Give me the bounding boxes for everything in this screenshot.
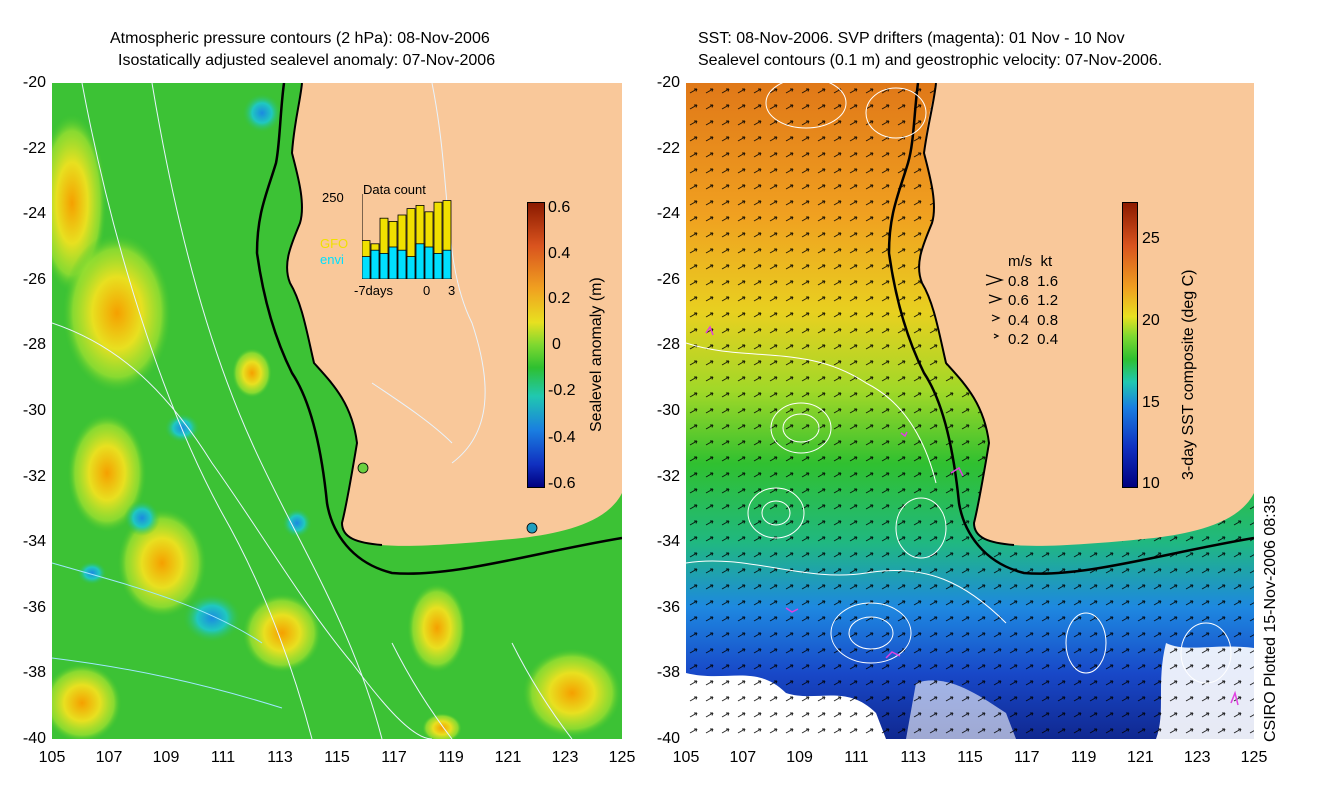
lat-tick-left: -26: [22, 270, 46, 288]
lat-tick-left: -24: [22, 205, 46, 223]
sst-cb-tick-3: 10: [1142, 475, 1160, 492]
lat-tick-left: -20: [22, 74, 46, 91]
inset-bar-envi: [424, 246, 434, 279]
inset-bar-gfo: [406, 208, 416, 279]
lon-tick-right: 121: [1127, 749, 1154, 766]
inset-bars: [362, 194, 452, 279]
inset-bar-gfo: [433, 201, 443, 279]
sealevel-cb-tick-4: -0.2: [548, 382, 576, 399]
lon-tick-left: 123: [551, 749, 579, 766]
inset-bar-envi: [406, 256, 416, 279]
lat-tick-right: -22: [656, 139, 680, 157]
lon-tick-right: 105: [672, 749, 700, 766]
sealevel-cb-tick-3: 0: [552, 336, 561, 353]
lat-tick-right: -28: [656, 336, 680, 354]
inset-xlabel-start: -7days: [354, 283, 394, 298]
lon-tick-right: 107: [729, 749, 757, 766]
lon-tick-right: 111: [844, 749, 869, 766]
sealevel-map-svg: [52, 83, 622, 739]
lon-tick-left: 113: [267, 749, 293, 766]
lat-tick-right: -40: [656, 730, 680, 747]
inset-bar-gfo: [442, 200, 452, 279]
lat-tick-left: -40: [22, 730, 46, 747]
velocity-legend-arrows: [985, 274, 1005, 339]
lat-tick-left: -38: [22, 664, 46, 682]
lon-tick-left: 125: [608, 749, 636, 766]
lat-tick-left: -30: [22, 402, 46, 419]
inset-xlabel-end: 3: [448, 283, 456, 298]
sealevel-cb-tick-1: 0.4: [548, 245, 571, 262]
right-title-line2: Sealevel contours (0.1 m) and geostrophi…: [698, 52, 1163, 69]
lat-tick-right: -34: [656, 533, 680, 551]
sst-cb-tick-0: 25: [1142, 230, 1160, 247]
lat-tick-right: -38: [656, 664, 680, 682]
sealevel-cb-tick-2: 0.2: [548, 290, 571, 307]
lon-tick-left: 117: [381, 749, 407, 766]
lon-tick-right: 113: [900, 749, 926, 766]
lat-tick-left: -32: [22, 467, 46, 485]
inset-bar-envi: [362, 256, 371, 279]
lat-tick-right: -20: [656, 74, 680, 91]
sealevel-cb-tick-5: -0.4: [548, 429, 576, 446]
sst-colorbar: [1122, 202, 1138, 488]
lat-tick-left: -28: [22, 336, 46, 354]
inset-bar-gfo: [397, 214, 407, 279]
velocity-legend-row-0: 0.8 1.6: [1008, 273, 1059, 290]
lat-tick-right: -24: [656, 205, 680, 223]
lon-tick-right: 117: [1014, 749, 1040, 766]
lon-tick-right: 125: [1240, 749, 1268, 766]
sealevel-cb-tick-6: -0.6: [548, 475, 576, 492]
inset-xlabel-zero: 0: [423, 283, 431, 298]
sealevel-map: [52, 83, 622, 739]
velocity-legend-row-1: 0.6 1.2: [1008, 292, 1059, 309]
velocity-legend-header: m/s kt: [1008, 253, 1053, 270]
inset-bar-gfo: [379, 217, 389, 279]
lon-tick-right: 123: [1183, 749, 1211, 766]
lon-tick-left: 105: [38, 749, 66, 766]
inset-bar-envi: [442, 249, 452, 279]
lon-tick-left: 119: [438, 749, 464, 766]
sealevel-cb-label: Sealevel anomaly (m): [588, 277, 605, 432]
inset-bar-envi: [388, 246, 398, 279]
lon-tick-left: 111: [210, 749, 236, 766]
lat-tick-left: -34: [22, 533, 46, 551]
lon-tick-right: 119: [1070, 749, 1097, 766]
sst-map-svg: [686, 83, 1254, 739]
inset-bar-envi: [397, 249, 407, 279]
inset-bar-envi: [415, 243, 425, 279]
inset-bar-envi: [433, 253, 443, 279]
lat-tick-right: -26: [656, 270, 680, 288]
sst-cb-label: 3-day SST composite (deg C): [1180, 269, 1197, 480]
lon-tick-left: 109: [152, 749, 180, 766]
credit-text: CSIRO Plotted 15-Nov-2006 08:35: [1262, 495, 1279, 742]
inset-legend-gfo: GFO: [320, 236, 349, 251]
lon-tick-left: 115: [324, 749, 350, 766]
lat-tick-right: -32: [656, 467, 680, 485]
data-count-inset: Data count 250 GFO envi -7days 0 3: [318, 182, 468, 302]
inset-bar-envi: [379, 253, 389, 279]
lon-tick-right: 115: [957, 749, 983, 766]
lat-tick-left: -36: [22, 598, 46, 616]
inset-bar-envi: [370, 249, 380, 279]
right-title-line1: SST: 08-Nov-2006. SVP drifters (magenta)…: [698, 30, 1125, 47]
lat-tick-right: -30: [656, 402, 680, 419]
velocity-legend-row-2: 0.4 0.8: [1008, 312, 1059, 329]
lat-tick-left: -22: [22, 139, 46, 157]
left-title-line2: Isostatically adjusted sealevel anomaly:…: [118, 52, 496, 69]
sst-cb-tick-2: 15: [1142, 394, 1160, 411]
lon-tick-left: 107: [95, 749, 123, 766]
left-title-line1: Atmospheric pressure contours (2 hPa): 0…: [110, 30, 490, 47]
sst-map: [686, 83, 1254, 739]
inset-ymax: 250: [322, 190, 344, 205]
velocity-legend-row-3: 0.2 0.4: [1008, 331, 1059, 348]
lon-tick-right: 109: [786, 749, 813, 766]
sealevel-cb-tick-0: 0.6: [548, 199, 571, 216]
sealevel-colorbar: [527, 202, 545, 488]
lat-tick-right: -36: [656, 598, 680, 616]
inset-legend-envi: envi: [320, 252, 344, 267]
inset-title: Data count: [363, 182, 426, 197]
sst-cb-tick-1: 20: [1142, 312, 1160, 329]
lon-tick-left: 121: [494, 749, 522, 766]
